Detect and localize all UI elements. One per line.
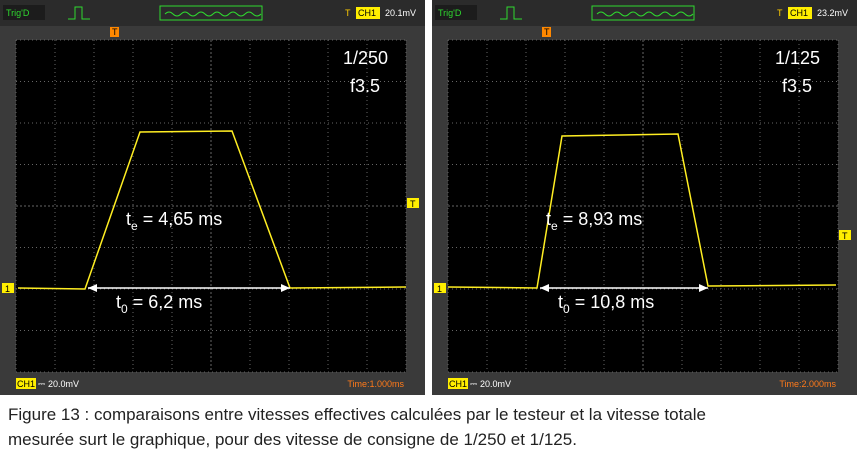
value: = 6,2 ms <box>128 292 203 312</box>
bottom-channel: CH1 <box>17 379 35 389</box>
ch1-bottom-box <box>448 378 468 389</box>
coupling: ⎓ <box>470 379 477 389</box>
level-label: T <box>842 231 848 241</box>
trace <box>17 130 407 290</box>
value: = 8,93 ms <box>558 209 643 229</box>
timebase: Time:2.000ms <box>779 379 836 389</box>
symbol: t <box>126 209 131 229</box>
bottom-channel: CH1 <box>449 379 467 389</box>
trigger-level: 20.1mV <box>385 8 416 18</box>
shutter-speed: 1/125 <box>775 48 820 68</box>
te-label: te = 4,65 ms <box>126 209 222 233</box>
scale: 20.0mV <box>48 379 79 389</box>
shutter-speed: 1/250 <box>343 48 388 68</box>
timebase: Time:1.000ms <box>347 379 404 389</box>
trigger-pos-label: T <box>544 27 550 37</box>
ch-marker <box>2 283 14 293</box>
channel-label: CH1 <box>790 8 808 18</box>
trigger-pos-marker <box>542 27 551 37</box>
trigger-pos-label: T <box>112 27 118 37</box>
scale: 20.0mV <box>480 379 511 389</box>
symbol: t <box>558 292 563 312</box>
level-marker <box>407 198 419 208</box>
subscript: e <box>131 219 138 233</box>
caption-line: mesurée surt le graphique, pour des vite… <box>8 430 577 449</box>
wave-box <box>159 5 263 21</box>
caption-line: Figure 13 : comparaisons entre vitesses … <box>8 405 706 424</box>
ch1-box <box>356 7 380 19</box>
symbol: t <box>116 292 121 312</box>
trig-box <box>3 5 45 20</box>
t0-label: t0 = 6,2 ms <box>116 292 202 316</box>
ch1-bottom-box <box>16 378 36 389</box>
wave-box <box>591 5 695 21</box>
level-marker <box>839 230 851 240</box>
ch-marker-label: 1 <box>437 284 442 294</box>
wave-icon <box>164 11 262 17</box>
symbol: t <box>546 209 551 229</box>
subscript: 0 <box>563 302 570 316</box>
ch-marker-label: 1 <box>5 284 10 294</box>
aperture: f3.5 <box>782 76 812 96</box>
subscript: e <box>551 219 558 233</box>
top-bar <box>432 0 857 26</box>
trig-status: Trig'D <box>438 8 462 18</box>
value: = 10,8 ms <box>570 292 655 312</box>
coupling: ⎓ <box>38 379 45 389</box>
ch-marker <box>434 283 446 293</box>
pulse-icon <box>500 6 522 20</box>
value: = 4,65 ms <box>138 209 223 229</box>
trigger-icon: T <box>345 8 351 18</box>
channel-label: CH1 <box>358 8 376 18</box>
t0-label: t0 = 10,8 ms <box>558 292 654 316</box>
top-bar <box>0 0 425 26</box>
trig-status: Trig'D <box>6 8 30 18</box>
te-label: te = 8,93 ms <box>546 209 642 233</box>
trigger-pos-marker <box>110 27 119 37</box>
subscript: 0 <box>121 302 128 316</box>
wave-icon <box>596 11 694 17</box>
trig-box <box>435 5 477 20</box>
pulse-icon <box>68 6 90 20</box>
trigger-icon: T <box>777 8 783 18</box>
level-label: T <box>410 199 416 209</box>
aperture: f3.5 <box>350 76 380 96</box>
ch1-box <box>788 7 812 19</box>
trigger-level: 23.2mV <box>817 8 848 18</box>
trace <box>447 133 837 289</box>
